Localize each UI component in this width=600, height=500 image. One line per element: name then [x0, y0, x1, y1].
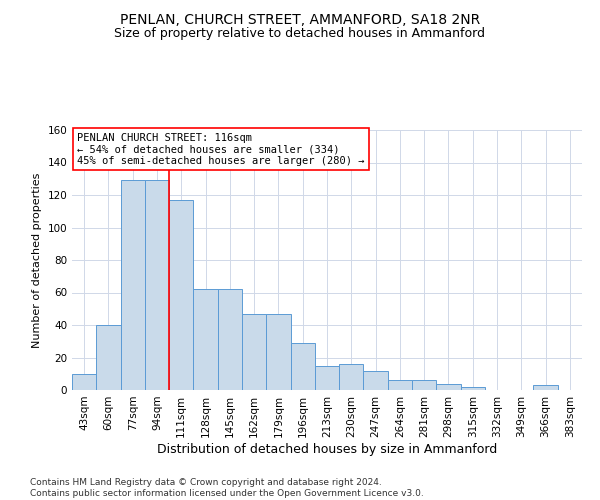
Bar — [436, 384, 461, 390]
Bar — [315, 366, 339, 390]
Text: PENLAN CHURCH STREET: 116sqm
← 54% of detached houses are smaller (334)
45% of s: PENLAN CHURCH STREET: 116sqm ← 54% of de… — [77, 132, 365, 166]
Bar — [193, 289, 218, 390]
Bar — [121, 180, 145, 390]
Text: Contains HM Land Registry data © Crown copyright and database right 2024.
Contai: Contains HM Land Registry data © Crown c… — [30, 478, 424, 498]
Bar — [72, 374, 96, 390]
Bar — [412, 380, 436, 390]
Bar — [388, 380, 412, 390]
Bar — [533, 385, 558, 390]
Bar — [96, 325, 121, 390]
Y-axis label: Number of detached properties: Number of detached properties — [32, 172, 42, 348]
Bar — [266, 314, 290, 390]
Text: Size of property relative to detached houses in Ammanford: Size of property relative to detached ho… — [115, 28, 485, 40]
Bar — [339, 364, 364, 390]
Bar — [364, 370, 388, 390]
Bar — [145, 180, 169, 390]
Bar — [218, 289, 242, 390]
Bar — [461, 387, 485, 390]
Text: PENLAN, CHURCH STREET, AMMANFORD, SA18 2NR: PENLAN, CHURCH STREET, AMMANFORD, SA18 2… — [120, 12, 480, 26]
Bar — [290, 343, 315, 390]
X-axis label: Distribution of detached houses by size in Ammanford: Distribution of detached houses by size … — [157, 442, 497, 456]
Bar — [169, 200, 193, 390]
Bar — [242, 314, 266, 390]
